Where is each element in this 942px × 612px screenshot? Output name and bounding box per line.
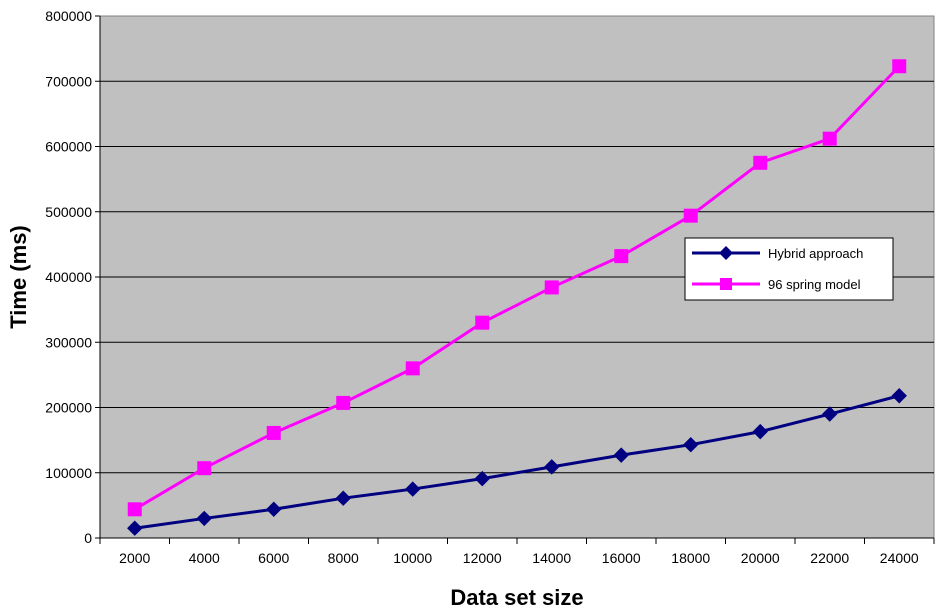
legend-label-spring: 96 spring model bbox=[768, 277, 861, 292]
data-point bbox=[266, 425, 281, 440]
data-point bbox=[753, 155, 768, 170]
data-point bbox=[891, 388, 907, 404]
x-tick-label: 22000 bbox=[810, 550, 849, 566]
x-tick-label: 4000 bbox=[189, 550, 220, 566]
legend: Hybrid approach 96 spring model bbox=[684, 237, 894, 301]
x-tick-label: 20000 bbox=[741, 550, 780, 566]
y-tick-label: 600000 bbox=[45, 139, 92, 155]
data-point bbox=[475, 315, 490, 330]
y-tick-label: 800000 bbox=[45, 8, 92, 24]
x-tick-label: 2000 bbox=[119, 550, 150, 566]
y-axis-ticks: 0 100000 200000 300000 400000 500000 600000 700… bbox=[45, 8, 100, 546]
series-layer bbox=[127, 59, 907, 536]
data-point bbox=[752, 423, 768, 440]
data-point bbox=[822, 406, 838, 422]
x-tick-label: 8000 bbox=[328, 550, 359, 566]
data-point bbox=[822, 131, 837, 146]
data-point bbox=[197, 461, 212, 476]
series-line bbox=[133, 65, 901, 511]
data-point bbox=[613, 447, 629, 463]
x-axis-ticks: 2000 4000 6000 8000 10000 12000 14000 16000 1800… bbox=[99, 538, 935, 566]
y-tick-label: 0 bbox=[84, 530, 92, 546]
y-tick-label: 300000 bbox=[45, 334, 92, 350]
y-tick-label: 700000 bbox=[45, 73, 92, 89]
gridlines bbox=[100, 80, 934, 474]
data-point bbox=[405, 481, 421, 497]
y-axis-title: Time (ms) bbox=[6, 225, 31, 329]
x-axis-title: Data set size bbox=[450, 585, 583, 610]
x-tick-label: 14000 bbox=[532, 550, 571, 566]
x-tick-label: 18000 bbox=[671, 550, 710, 566]
y-tick-label: 500000 bbox=[45, 204, 92, 220]
x-tick-label: 16000 bbox=[602, 550, 641, 566]
data-point bbox=[127, 520, 143, 536]
legend-marker-spring bbox=[720, 278, 732, 290]
x-tick-label: 12000 bbox=[463, 550, 502, 566]
series-line bbox=[134, 394, 900, 530]
legend-box bbox=[684, 237, 894, 301]
data-point bbox=[544, 459, 560, 475]
x-tick-label: 10000 bbox=[393, 550, 432, 566]
data-point bbox=[683, 436, 699, 453]
data-point bbox=[474, 470, 490, 487]
data-point bbox=[892, 59, 907, 74]
data-point bbox=[614, 249, 629, 264]
legend-label-hybrid: Hybrid approach bbox=[768, 246, 863, 261]
legend-marker-hybrid bbox=[719, 246, 733, 260]
y-tick-label: 200000 bbox=[45, 400, 92, 416]
y-tick-label: 100000 bbox=[45, 465, 92, 481]
data-point bbox=[196, 510, 212, 527]
x-tick-label: 24000 bbox=[880, 550, 919, 566]
data-point bbox=[266, 501, 282, 517]
data-point bbox=[127, 502, 142, 517]
data-point bbox=[683, 208, 698, 223]
x-tick-label: 6000 bbox=[258, 550, 289, 566]
y-tick-label: 400000 bbox=[45, 269, 92, 285]
data-point bbox=[405, 361, 420, 376]
data-point bbox=[335, 490, 351, 506]
data-point bbox=[544, 280, 559, 295]
data-point bbox=[336, 395, 351, 410]
